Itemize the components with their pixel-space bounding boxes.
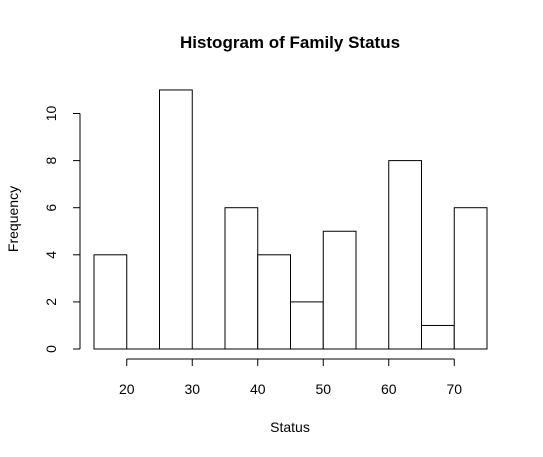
y-tick-label-6: 6: [43, 204, 59, 212]
y-tick-label-0: 0: [43, 345, 59, 353]
bars-group: [93, 89, 488, 350]
bar-50-55: [322, 230, 357, 350]
x-axis: 20 30 40 50 60 70: [119, 358, 462, 397]
x-tick-label-70: 70: [446, 381, 462, 397]
bar-40-45: [257, 254, 291, 350]
bar-25-30: [159, 89, 193, 350]
x-tick-label-50: 50: [315, 381, 331, 397]
y-tick-label-10: 10: [43, 106, 59, 122]
chart-title: Histogram of Family Status: [180, 33, 400, 52]
bar-65-70: [421, 324, 455, 350]
bar-70-75: [453, 207, 488, 350]
y-axis-label: Frequency: [5, 186, 21, 252]
bar-35-40: [224, 207, 259, 350]
bar-45-50: [290, 301, 324, 350]
x-tick-label-30: 30: [184, 381, 200, 397]
y-tick-label-8: 8: [43, 156, 59, 164]
x-tick-label-40: 40: [250, 381, 266, 397]
y-tick-label-4: 4: [43, 251, 59, 259]
bar-60-65: [388, 160, 422, 350]
y-tick-label-2: 2: [43, 298, 59, 306]
y-axis: 0 2 4 6 8 10: [43, 106, 81, 353]
x-tick-label-20: 20: [119, 381, 135, 397]
bar-15-20: [93, 254, 128, 350]
x-tick-label-60: 60: [381, 381, 397, 397]
x-axis-label: Status: [270, 419, 310, 435]
